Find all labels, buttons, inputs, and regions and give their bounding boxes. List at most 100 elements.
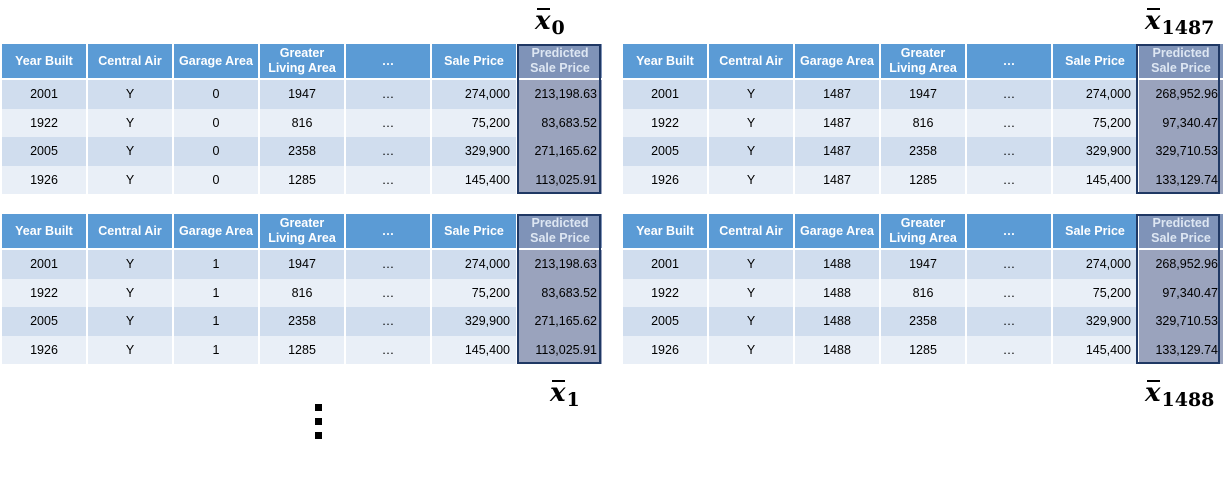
ellipsis-dot [315, 432, 322, 439]
cell-year-built: 2005 [2, 137, 86, 166]
cell-garage-area: 1488 [795, 250, 879, 279]
column-header-central-air: Central Air [88, 44, 172, 80]
cell-year-built: 1922 [623, 278, 707, 307]
cell-predicted-sale-price: 268,952.96 [1139, 250, 1223, 279]
cell-year-built: 2005 [623, 307, 707, 336]
column-header-predicted-sale-price: Predicted Sale Price [518, 44, 602, 80]
cell-ellipsis: … [346, 278, 430, 307]
column-header-year-built: Year Built [623, 44, 707, 80]
cell-central-air: Y [709, 80, 793, 109]
cell-greater-living-area: 2358 [260, 137, 344, 166]
cell-greater-living-area: 1947 [881, 80, 965, 109]
cell-garage-area: 0 [174, 165, 258, 194]
cell-year-built: 1926 [623, 335, 707, 364]
cell-sale-price: 75,200 [1053, 278, 1137, 307]
table-panel-1: Year Built Central Air Garage Area Great… [0, 214, 603, 364]
cell-greater-living-area: 816 [260, 278, 344, 307]
cell-central-air: Y [709, 108, 793, 137]
ellipsis-dot [315, 418, 322, 425]
cell-garage-area: 1487 [795, 108, 879, 137]
cell-sale-price: 329,900 [432, 307, 516, 336]
cell-sale-price: 75,200 [432, 108, 516, 137]
label-x-bar-1487: x1487 [1145, 6, 1215, 39]
cell-sale-price: 274,000 [1053, 80, 1137, 109]
column-header-ellipsis: … [346, 214, 430, 250]
cell-year-built: 1922 [2, 108, 86, 137]
cell-ellipsis: … [967, 335, 1051, 364]
column-header-greater-living-area: Greater Living Area [881, 44, 965, 80]
cell-central-air: Y [88, 335, 172, 364]
cell-greater-living-area: 1947 [881, 250, 965, 279]
cell-sale-price: 329,900 [432, 137, 516, 166]
cell-ellipsis: … [346, 165, 430, 194]
table-panel-1488: Year Built Central Air Garage Area Great… [621, 214, 1224, 364]
cell-sale-price: 329,900 [1053, 307, 1137, 336]
cell-year-built: 2001 [623, 250, 707, 279]
table-row: 2005 Y 1488 2358… 329,900 329,710.53 [623, 307, 1223, 336]
column-header-sale-price: Sale Price [1053, 44, 1137, 80]
cell-central-air: Y [709, 250, 793, 279]
cell-central-air: Y [709, 137, 793, 166]
data-table: Year Built Central Air Garage Area Great… [0, 44, 604, 194]
cell-central-air: Y [88, 307, 172, 336]
cell-central-air: Y [709, 278, 793, 307]
table-row: 1922 Y 1487 816… 75,200 97,340.47 [623, 108, 1223, 137]
cell-ellipsis: … [967, 307, 1051, 336]
cell-ellipsis: … [346, 137, 430, 166]
cell-predicted-sale-price: 271,165.62 [518, 307, 602, 336]
cell-ellipsis: … [967, 278, 1051, 307]
column-header-garage-area: Garage Area [174, 44, 258, 80]
cell-central-air: Y [88, 278, 172, 307]
table-row: 1922 Y 1 816… 75,200 83,683.52 [2, 278, 602, 307]
column-header-greater-living-area: Greater Living Area [260, 44, 344, 80]
label-x-bar-1: x1 [550, 378, 580, 411]
cell-year-built: 2001 [2, 80, 86, 109]
cell-predicted-sale-price: 113,025.91 [518, 165, 602, 194]
column-header-sale-price: Sale Price [432, 44, 516, 80]
data-table: Year Built Central Air Garage Area Great… [621, 214, 1224, 364]
cell-greater-living-area: 816 [881, 278, 965, 307]
column-header-greater-living-area: Greater Living Area [260, 214, 344, 250]
cell-greater-living-area: 1285 [881, 165, 965, 194]
cell-predicted-sale-price: 213,198.63 [518, 250, 602, 279]
cell-year-built: 2001 [623, 80, 707, 109]
table-row: 1922 Y 0 816… 75,200 83,683.52 [2, 108, 602, 137]
cell-garage-area: 0 [174, 137, 258, 166]
cell-central-air: Y [709, 165, 793, 194]
cell-central-air: Y [88, 80, 172, 109]
ellipsis-dot [315, 404, 322, 411]
cell-garage-area: 1488 [795, 278, 879, 307]
cell-ellipsis: … [346, 335, 430, 364]
column-header-central-air: Central Air [88, 214, 172, 250]
table-row: 1926 Y 1488 1285… 145,400 133,129.74 [623, 335, 1223, 364]
column-header-ellipsis: … [967, 214, 1051, 250]
cell-central-air: Y [88, 250, 172, 279]
cell-year-built: 1926 [623, 165, 707, 194]
cell-garage-area: 0 [174, 108, 258, 137]
table-row: 1926 Y 0 1285… 145,400 113,025.91 [2, 165, 602, 194]
cell-sale-price: 145,400 [432, 335, 516, 364]
table-row: 1926 Y 1 1285… 145,400 113,025.91 [2, 335, 602, 364]
cell-predicted-sale-price: 329,710.53 [1139, 307, 1223, 336]
cell-garage-area: 1487 [795, 80, 879, 109]
cell-predicted-sale-price: 113,025.91 [518, 335, 602, 364]
cell-sale-price: 75,200 [432, 278, 516, 307]
cell-greater-living-area: 816 [260, 108, 344, 137]
cell-year-built: 2005 [623, 137, 707, 166]
cell-ellipsis: … [967, 80, 1051, 109]
data-table: Year Built Central Air Garage Area Great… [621, 44, 1224, 194]
label-x-bar-0: x0 [535, 6, 565, 39]
cell-predicted-sale-price: 83,683.52 [518, 108, 602, 137]
table-row: 1922 Y 1488 816… 75,200 97,340.47 [623, 278, 1223, 307]
cell-ellipsis: … [346, 80, 430, 109]
cell-central-air: Y [88, 108, 172, 137]
column-header-year-built: Year Built [2, 214, 86, 250]
table-row: 1926 Y 1487 1285… 145,400 133,129.74 [623, 165, 1223, 194]
table-row: 2001 Y 1488 1947… 274,000 268,952.96 [623, 250, 1223, 279]
cell-central-air: Y [709, 335, 793, 364]
cell-garage-area: 1487 [795, 137, 879, 166]
cell-year-built: 1922 [623, 108, 707, 137]
table-row: 2001 Y 1487 1947… 274,000 268,952.96 [623, 80, 1223, 109]
column-header-year-built: Year Built [2, 44, 86, 80]
cell-ellipsis: … [967, 250, 1051, 279]
